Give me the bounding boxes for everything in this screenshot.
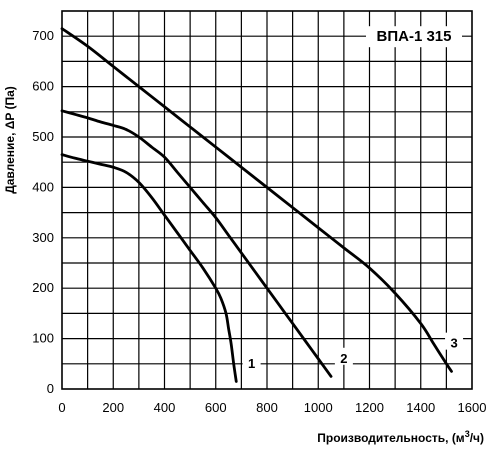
- title-box: ВПА-1 315: [366, 26, 462, 48]
- y-tick-label: 500: [32, 129, 54, 144]
- x-tick-label: 400: [154, 400, 176, 415]
- y-tick-labels: 0 100 200 300 400 500 600 700: [32, 28, 54, 396]
- chart-title: ВПА-1 315: [377, 28, 452, 45]
- curve-labels: 1 2 3: [242, 332, 464, 371]
- x-tick-label: 600: [205, 400, 227, 415]
- x-axis-label: Производительность, (м3/ч): [317, 429, 484, 445]
- curve-label-1: 1: [248, 356, 255, 371]
- y-tick-label: 400: [32, 179, 54, 194]
- x-tick-label: 200: [102, 400, 124, 415]
- curve-label-background: [445, 332, 464, 350]
- x-tick-label: 1000: [304, 400, 333, 415]
- x-tick-label: 0: [58, 400, 65, 415]
- x-tick-label: 1400: [406, 400, 435, 415]
- curve-1: [60, 153, 238, 383]
- y-tick-label: 200: [32, 280, 54, 295]
- grid: [62, 11, 472, 389]
- curves: [60, 27, 453, 383]
- y-tick-label: 700: [32, 28, 54, 43]
- curve-2: [60, 109, 333, 378]
- curve-label-background: [242, 352, 261, 370]
- x-axis-label-tail: /ч): [470, 431, 484, 445]
- title-background: [366, 26, 462, 48]
- x-axis-label-superscript: 3: [465, 429, 470, 439]
- y-tick-label: 100: [32, 331, 54, 346]
- x-tick-label: 800: [256, 400, 278, 415]
- y-tick-label: 300: [32, 230, 54, 245]
- curve-label-background: [334, 347, 353, 365]
- y-axis-label: Давление, ΔP (Па): [3, 86, 17, 194]
- curve-label-3: 3: [450, 336, 457, 351]
- plot-frame: [61, 10, 473, 390]
- x-tick-labels: 0 200 400 600 800 1000 1200 1400 1600: [58, 400, 486, 415]
- y-tick-label: 600: [32, 79, 54, 94]
- x-axis-label-main: Производительность, (м: [317, 431, 465, 445]
- x-tick-label: 1200: [355, 400, 384, 415]
- curve-label-2: 2: [340, 351, 347, 366]
- y-tick-label: 0: [47, 381, 54, 396]
- x-tick-label: 1600: [458, 400, 487, 415]
- curve-3: [60, 27, 453, 373]
